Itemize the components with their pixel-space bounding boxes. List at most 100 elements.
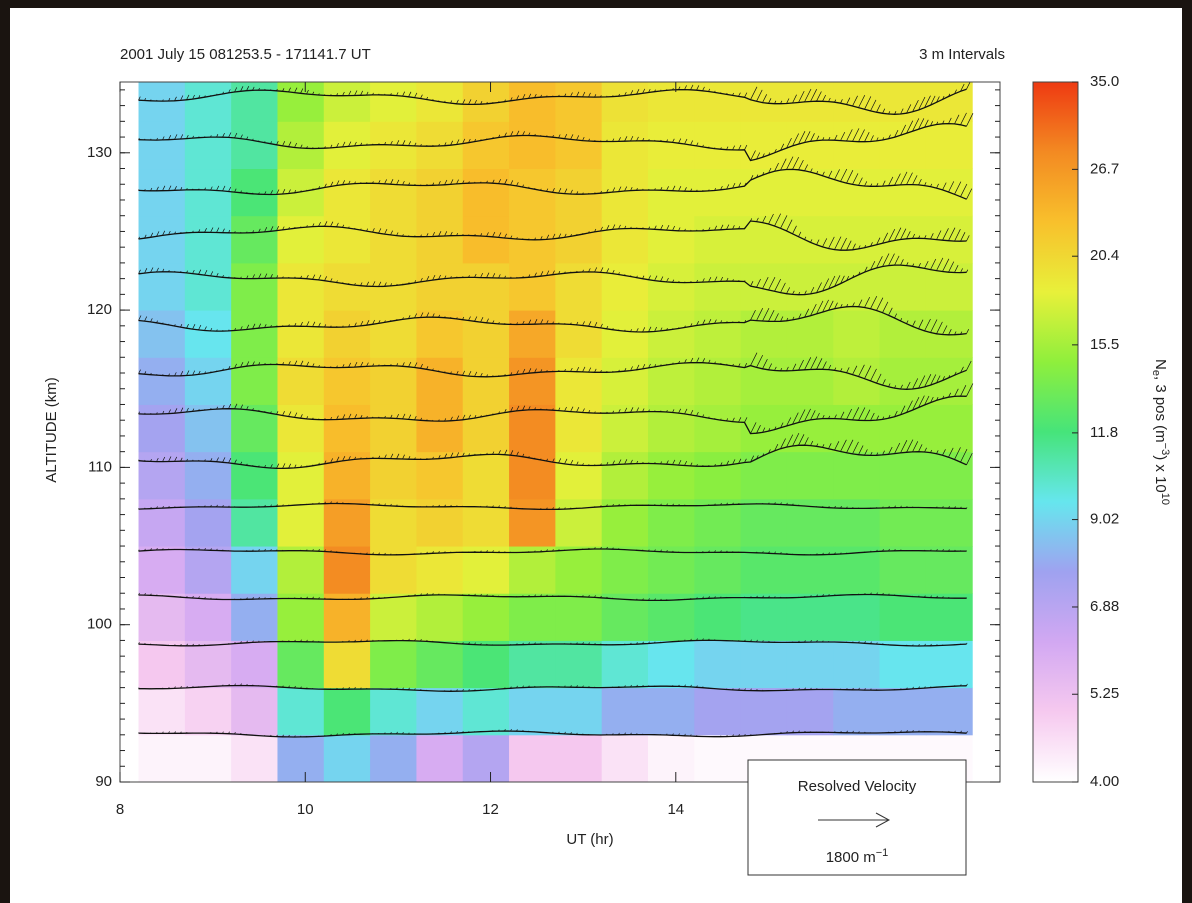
- x-tick-label: 12: [482, 801, 499, 818]
- heat-cell: [694, 735, 741, 783]
- heat-cell: [231, 216, 278, 264]
- heat-cell: [277, 121, 324, 169]
- heat-cell: [833, 357, 880, 405]
- heat-cell: [694, 404, 741, 452]
- heat-cell: [880, 546, 927, 594]
- heat-cell: [648, 640, 695, 688]
- heat-cell: [416, 357, 463, 405]
- heat-cell: [602, 546, 649, 594]
- colorbar-tick-label: 4.00: [1090, 773, 1119, 790]
- heat-cell: [648, 216, 695, 264]
- heat-cell: [926, 593, 973, 641]
- heat-cell: [370, 688, 417, 736]
- heat-cell: [509, 499, 556, 547]
- heat-cell: [139, 263, 186, 311]
- heat-cell: [555, 546, 602, 594]
- heat-cell: [555, 169, 602, 217]
- heat-cell: [370, 169, 417, 217]
- heat-cell: [277, 593, 324, 641]
- heat-cell: [509, 310, 556, 358]
- heat-cell: [463, 263, 510, 311]
- heat-cell: [741, 121, 788, 169]
- heat-cell: [602, 357, 649, 405]
- heat-cell: [602, 688, 649, 736]
- colorbar-tick-label: 6.88: [1090, 598, 1119, 615]
- heat-cell: [463, 546, 510, 594]
- heat-cell: [231, 593, 278, 641]
- heat-cell: [555, 216, 602, 264]
- heat-cell: [463, 404, 510, 452]
- y-tick-label: 110: [88, 458, 112, 475]
- chart-subtitle: 3 m Intervals: [919, 46, 1005, 63]
- heat-cell: [231, 640, 278, 688]
- heat-cell: [324, 216, 371, 264]
- heat-cell: [694, 593, 741, 641]
- heat-cell: [324, 688, 371, 736]
- legend-scale-part: 1800 m: [826, 849, 876, 866]
- heat-cell: [741, 169, 788, 217]
- heat-cell: [185, 546, 232, 594]
- heat-cell: [602, 263, 649, 311]
- heat-cell: [416, 640, 463, 688]
- heat-cell: [648, 688, 695, 736]
- heat-cell: [185, 169, 232, 217]
- heat-cell: [509, 593, 556, 641]
- heat-cell: [416, 735, 463, 783]
- heat-cell: [787, 357, 834, 405]
- heat-cell: [648, 546, 695, 594]
- heat-cell: [509, 121, 556, 169]
- heat-cell: [787, 688, 834, 736]
- heat-cell: [139, 688, 186, 736]
- heat-cell: [926, 546, 973, 594]
- heat-cell: [741, 593, 788, 641]
- heat-cell: [139, 452, 186, 500]
- heat-cell: [509, 735, 556, 783]
- heat-cell: [648, 452, 695, 500]
- heat-cell: [741, 263, 788, 311]
- heat-cell: [463, 169, 510, 217]
- heat-cell: [185, 735, 232, 783]
- heat-cell: [880, 169, 927, 217]
- heat-cell: [694, 169, 741, 217]
- heat-cell: [463, 452, 510, 500]
- heat-cell: [370, 404, 417, 452]
- heat-cell: [741, 357, 788, 405]
- colorbar-label-part: 10: [1159, 493, 1171, 505]
- heat-cell: [602, 216, 649, 264]
- heat-cell: [370, 735, 417, 783]
- heat-cell: [648, 169, 695, 217]
- heat-cell: [880, 357, 927, 405]
- heat-cell: [139, 216, 186, 264]
- heat-cell: [370, 216, 417, 264]
- heat-cell: [509, 640, 556, 688]
- heat-cell: [555, 310, 602, 358]
- colorbar-label-part: −3: [1159, 443, 1171, 456]
- heat-cell: [370, 640, 417, 688]
- colorbar-tick-label: 15.5: [1090, 336, 1119, 353]
- heat-cell: [185, 310, 232, 358]
- heat-cell: [185, 357, 232, 405]
- heat-cell: [741, 688, 788, 736]
- heat-cell: [880, 452, 927, 500]
- heat-cell: [185, 640, 232, 688]
- heat-cell: [139, 593, 186, 641]
- heat-cell: [324, 593, 371, 641]
- heat-cell: [880, 404, 927, 452]
- heat-cell: [231, 263, 278, 311]
- heat-cell: [694, 263, 741, 311]
- heat-cell: [324, 499, 371, 547]
- colorbar-tick-label: 35.0: [1090, 73, 1119, 90]
- heat-cell: [370, 310, 417, 358]
- heat-cell: [277, 263, 324, 311]
- heat-cell: [787, 169, 834, 217]
- heat-cell: [880, 593, 927, 641]
- heat-cell: [324, 735, 371, 783]
- velocity-legend: Resolved Velocity 1800 m−1: [748, 760, 966, 875]
- heat-cell: [277, 640, 324, 688]
- heat-cell: [602, 452, 649, 500]
- heat-cell: [185, 263, 232, 311]
- heat-cell: [416, 688, 463, 736]
- colorbar-label-part: ) x 10: [1152, 455, 1169, 493]
- heat-cell: [463, 688, 510, 736]
- heat-cell: [880, 263, 927, 311]
